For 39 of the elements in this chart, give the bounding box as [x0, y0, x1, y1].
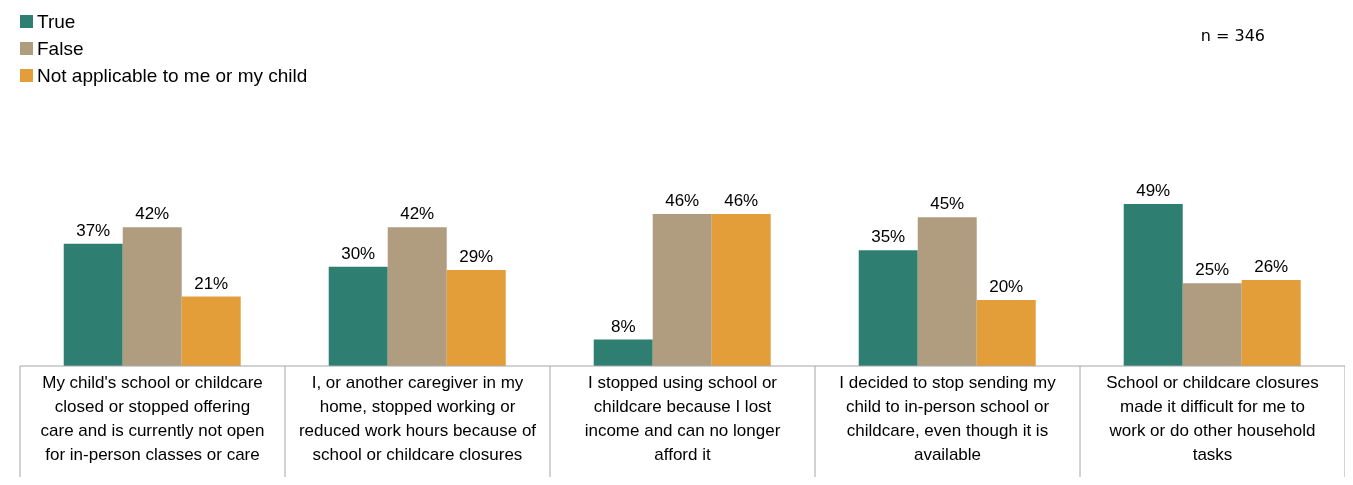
data-label: 49% [1136, 181, 1171, 200]
data-label: 46% [724, 190, 759, 210]
data-label: 37% [76, 220, 111, 240]
bar [593, 339, 653, 366]
x-tick-label: My child's school or childcare closed or stopped offering care and is currently not open for in-person classes or care [40, 373, 265, 464]
data-label: 29% [459, 247, 494, 267]
x-tick-label: I stopped using school or childcare because I lost income and can no longer afford it [584, 373, 781, 464]
data-label: 30% [341, 243, 376, 263]
text: n = 346 [1200, 26, 1265, 45]
bar [328, 266, 388, 366]
x-tick-label: I, or another caregiver in my home, stopped working or reduced work hours because of school or childcare closures [298, 373, 537, 464]
bar [1182, 283, 1242, 366]
bar [711, 213, 771, 366]
data-label: 21% [194, 273, 229, 293]
data-label: 45% [930, 194, 965, 214]
data-label: 8% [610, 316, 636, 336]
bar [387, 227, 447, 366]
legend-label: False [37, 37, 84, 61]
bar [446, 270, 506, 366]
bar [858, 250, 918, 366]
legend-label: True [37, 10, 76, 34]
bar [976, 299, 1036, 366]
data-label: 42% [400, 204, 435, 224]
data-label: 35% [871, 227, 906, 247]
data-label: 46% [665, 190, 700, 210]
data-label: 20% [989, 276, 1024, 296]
bar [181, 296, 241, 366]
data-label: 25% [1195, 260, 1230, 280]
x-tick-label: I decided to stop sending my child to in-person school or childcare, even though it is available [839, 373, 1057, 464]
data-label: 26% [1254, 257, 1289, 277]
bar [652, 213, 712, 366]
x-tick-label: School or childcare closures made it difficult for me to work or do other household tasks [1106, 373, 1319, 464]
bar [122, 227, 182, 366]
data-label: 42% [135, 204, 170, 224]
bar [1241, 280, 1301, 366]
bar [63, 243, 123, 366]
legend-label: Not applicable to me or my child [37, 64, 308, 88]
bar [917, 217, 977, 366]
bar [1123, 204, 1183, 366]
